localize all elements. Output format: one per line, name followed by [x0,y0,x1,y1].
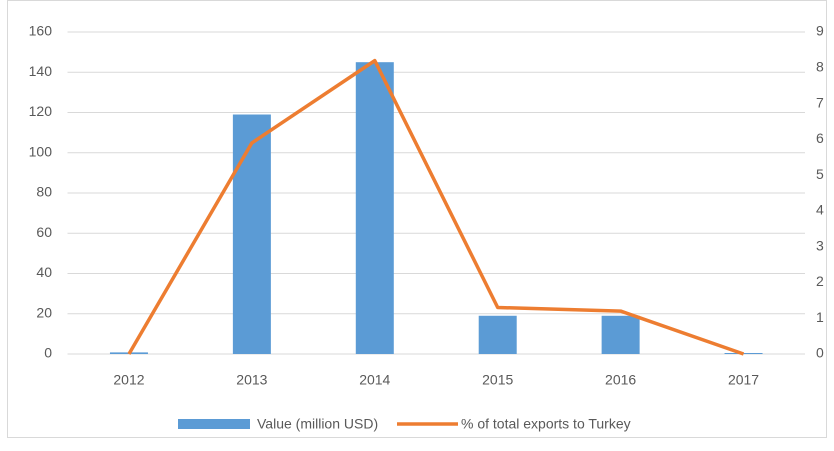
legend-label: Value (million USD) [257,416,378,432]
y-tick-label: 80 [36,184,52,200]
x-tick-label: 2015 [482,372,513,388]
chart-border [7,0,827,438]
y2-tick-label: 5 [816,166,824,182]
bar [355,62,394,354]
y2-tick-label: 6 [816,130,824,146]
y-tick-label: 120 [29,103,53,119]
bar [232,114,271,354]
x-tick-label: 2014 [359,372,390,388]
y2-tick-label: 9 [816,23,824,39]
y-tick-label: 20 [36,304,52,320]
bar [601,315,640,354]
y-tick-label: 100 [29,143,53,159]
y2-tick-label: 0 [816,345,824,361]
y2-tick-label: 2 [816,273,824,289]
y2-tick-label: 4 [816,202,824,218]
y-tick-label: 0 [44,345,52,361]
y-tick-label: 160 [29,23,53,39]
legend-swatch [178,419,250,429]
y2-tick-label: 3 [816,237,824,253]
y2-tick-label: 7 [816,94,824,110]
x-tick-label: 2017 [728,372,759,388]
legend-label: % of total exports to Turkey [461,416,631,432]
y2-tick-label: 8 [816,58,824,74]
y-tick-label: 60 [36,224,52,240]
x-tick-label: 2012 [113,372,144,388]
x-tick-label: 2016 [605,372,636,388]
y-tick-label: 140 [29,63,53,79]
bar [478,315,517,354]
x-tick-label: 2013 [236,372,267,388]
y2-tick-label: 1 [816,309,824,325]
y-tick-label: 40 [36,264,52,280]
line [127,58,745,356]
